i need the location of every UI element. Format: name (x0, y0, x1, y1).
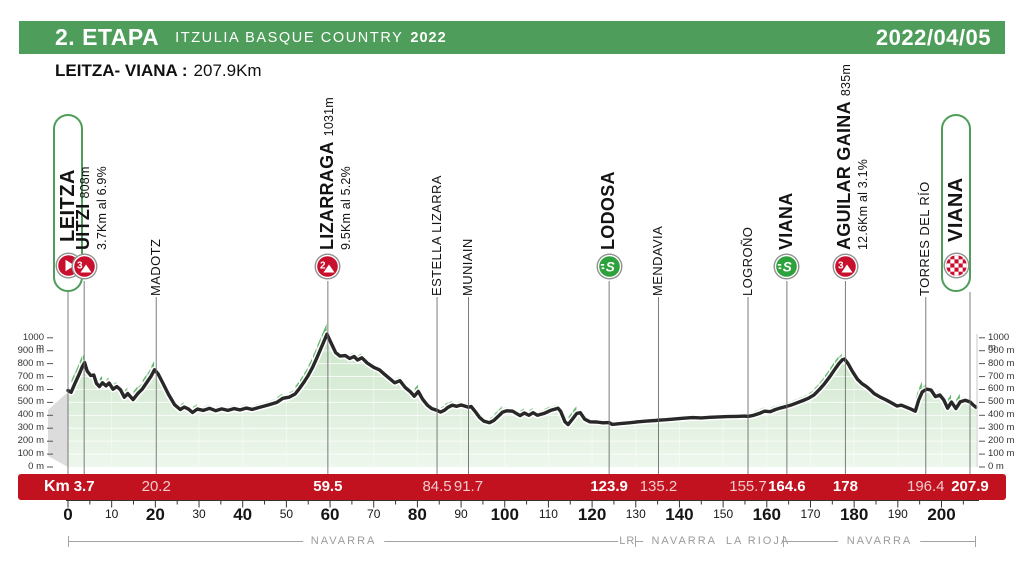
y-axis-label: 0 m (988, 461, 1004, 472)
x-tick-label: 200 (927, 505, 956, 524)
race-name: ITZULIA BASQUE COUNTRY (175, 29, 404, 46)
header-bar: 2. ETAPA ITZULIA BASQUE COUNTRY 2022 202… (19, 21, 1005, 54)
waypoint-label: LOGROÑO (739, 226, 755, 296)
x-tick-label: 50 (279, 507, 294, 521)
y-axis-label: 400 m (988, 409, 1015, 421)
region-label: NAVARRA (302, 536, 385, 547)
sprint-icon: S (596, 253, 623, 280)
x-tick-label: 70 (367, 507, 381, 521)
km-value: 123.9 (590, 478, 628, 495)
sprint-icon: S (773, 253, 800, 280)
x-tick-label: 20 (145, 505, 165, 524)
svg-text:3: 3 (838, 261, 844, 272)
y-axis-label: 900 m (17, 344, 44, 356)
x-tick-label: 130 (625, 507, 646, 521)
route-name: LEITZA- VIANA : (55, 61, 188, 80)
route-distance: 207.9Km (193, 61, 262, 80)
y-axis-label: 800 m (17, 357, 44, 369)
x-tick-label: 90 (454, 507, 468, 521)
cat3-icon: 3 (71, 253, 98, 280)
svg-text:3: 3 (77, 261, 83, 272)
y-axis-label: 400 m (17, 409, 44, 421)
y-axis-label: 900 m (988, 344, 1015, 356)
x-tick-label: 120 (577, 505, 607, 524)
x-tick-label: 60 (320, 505, 340, 524)
waypoint-label: LIZARRAGA1031m 9.5Km al 5.2% (316, 97, 353, 250)
waypoint-label: VIANA (775, 192, 796, 250)
region-segment: LR (618, 535, 637, 547)
cat2-icon: 2 (314, 253, 341, 280)
y-axis-label: 1000 m (988, 331, 1010, 353)
x-tick-label: 160 (752, 505, 781, 524)
km-value: 164.6 (768, 478, 806, 495)
x-tick-label: 150 (713, 507, 734, 521)
y-axis-label: 700 m (988, 370, 1015, 382)
km-value: 59.5 (313, 478, 343, 495)
km-bar: Km 3.7 20.2 59.5 84.5 91.7 123.9 135.2 155.7 164… (18, 474, 1006, 500)
finish-icon (943, 252, 970, 279)
x-tick-label: 170 (800, 507, 821, 521)
region-label: NAVARRA (838, 536, 921, 547)
km-value: 91.7 (453, 478, 484, 495)
y-axis-label: 200 m (17, 435, 44, 447)
y-axis-label: 300 m (988, 422, 1015, 434)
waypoint-label: AGUILAR GAINA835m 12.6Km al 3.1% (834, 64, 871, 250)
y-axis-label: 800 m (988, 357, 1015, 369)
km-value: 3.7 (73, 478, 95, 495)
region-segment: NAVARRA (68, 536, 620, 547)
y-axis-label: 700 m (17, 370, 44, 382)
km-value: 20.2 (141, 478, 171, 495)
cat3-icon: 3 (832, 253, 859, 280)
x-tick-label: 10 (104, 507, 119, 521)
waypoint-label: MUNIAIN (459, 238, 475, 296)
x-tick-label: 190 (887, 507, 908, 521)
region-segment: NAVARRA (782, 536, 976, 547)
y-axis-label: 1000 m (22, 331, 44, 353)
y-axis-label: 300 m (17, 422, 44, 434)
x-tick-label: 110 (538, 507, 558, 521)
y-axis-label: 100 m (988, 448, 1015, 460)
y-axis-label: 600 m (17, 383, 44, 395)
x-tick-label: 80 (407, 505, 427, 524)
y-axis-label: 200 m (988, 435, 1015, 447)
x-tick-label: 30 (192, 507, 206, 521)
x-tick-label: 180 (839, 505, 869, 524)
svg-text:S: S (783, 259, 792, 274)
x-tick-label: 140 (665, 505, 694, 524)
y-axis-label: 500 m (17, 396, 44, 408)
x-tick-label: 100 (490, 505, 519, 524)
race-year: 2022 (410, 29, 447, 46)
waypoint-label: MADOTZ (147, 238, 163, 296)
waypoint-label: ESTELLA LIZARRA (428, 175, 444, 296)
region-segment: LA RIOJA (717, 536, 799, 547)
waypoint-label: MENDAVIA (649, 225, 665, 296)
x-tick-label: 40 (233, 505, 253, 524)
km-value: 178 (832, 478, 858, 495)
stage-date: 2022/04/05 (875, 24, 991, 50)
y-axis-label: 500 m (988, 396, 1015, 408)
waypoint-label: UITZI808m 3.7Km al 6.9% (73, 166, 110, 250)
y-axis-label: 100 m (17, 448, 44, 460)
km-value: 135.2 (639, 478, 678, 495)
stage-route-subtitle: LEITZA- VIANA : 207.9Km (55, 61, 262, 81)
waypoint-label: VIANA (945, 177, 967, 242)
x-tick-label: 0 (63, 505, 73, 524)
km-value: 207.9 (951, 478, 989, 495)
km-value: 196.4 (906, 478, 945, 495)
km-value: 84.5 (422, 478, 452, 495)
waypoint-label: LODOSA (598, 171, 619, 250)
svg-text:2: 2 (320, 261, 326, 272)
region-label: NAVARRA (643, 536, 726, 547)
svg-text:S: S (605, 259, 614, 274)
y-axis-label: 0 m (28, 461, 44, 472)
waypoint-label: TORRES DEL RÍO (917, 181, 933, 296)
km-bar-label: Km (44, 478, 70, 495)
region-label: LA RIOJA (717, 536, 799, 547)
region-label: LR (618, 535, 637, 547)
stage-title: 2. ETAPA (55, 24, 160, 50)
km-value: 155.7 (729, 478, 767, 495)
y-axis-label: 600 m (988, 383, 1015, 395)
